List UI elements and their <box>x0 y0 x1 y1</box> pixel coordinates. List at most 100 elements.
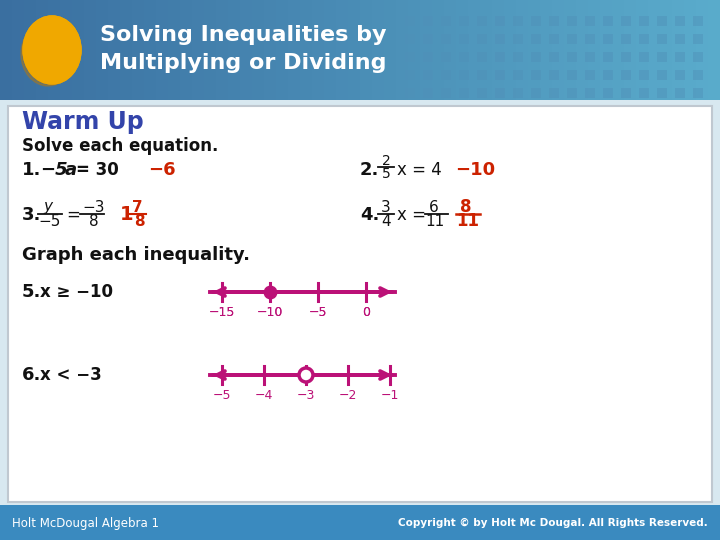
Text: x =: x = <box>397 206 426 224</box>
Bar <box>423 16 433 26</box>
Bar <box>477 70 487 80</box>
Bar <box>192 0 205 100</box>
Bar <box>348 0 361 100</box>
Bar <box>588 0 601 100</box>
Text: −5: −5 <box>309 306 328 319</box>
Bar <box>600 0 613 100</box>
Text: 5.: 5. <box>22 283 41 301</box>
Bar <box>405 52 415 62</box>
Text: −6: −6 <box>148 161 176 179</box>
Text: x < −3: x < −3 <box>40 366 102 384</box>
Bar <box>693 52 703 62</box>
Text: −5: −5 <box>40 161 68 179</box>
Bar <box>585 52 595 62</box>
Text: 1.: 1. <box>22 161 41 179</box>
Bar <box>513 88 523 98</box>
Bar <box>549 88 559 98</box>
Bar <box>492 0 505 100</box>
Bar <box>72 0 85 100</box>
Text: 3.: 3. <box>22 206 41 224</box>
Bar <box>639 16 649 26</box>
Bar <box>204 0 217 100</box>
Bar <box>708 0 720 100</box>
Bar <box>423 52 433 62</box>
Bar <box>432 0 445 100</box>
Text: Holt McDougal Algebra 1: Holt McDougal Algebra 1 <box>12 516 159 530</box>
Bar <box>180 0 193 100</box>
Bar <box>621 34 631 44</box>
Bar <box>612 0 625 100</box>
Bar <box>477 34 487 44</box>
Bar <box>603 52 613 62</box>
Ellipse shape <box>23 16 81 84</box>
Text: 8: 8 <box>89 213 99 228</box>
Bar <box>96 0 109 100</box>
Bar <box>108 0 121 100</box>
Text: −5: −5 <box>38 213 60 228</box>
Bar <box>420 0 433 100</box>
Text: a: a <box>65 161 77 179</box>
Bar <box>657 88 667 98</box>
Bar <box>585 70 595 80</box>
Bar <box>441 88 451 98</box>
Bar <box>495 70 505 80</box>
Bar <box>132 0 145 100</box>
Text: 8: 8 <box>134 213 145 228</box>
Bar <box>516 0 529 100</box>
Bar <box>441 16 451 26</box>
Bar <box>441 70 451 80</box>
Bar <box>477 88 487 98</box>
Bar <box>441 52 451 62</box>
Bar <box>405 34 415 44</box>
Bar <box>672 0 685 100</box>
Bar <box>657 70 667 80</box>
Text: −3: −3 <box>82 199 104 214</box>
Bar <box>423 70 433 80</box>
Bar <box>459 34 469 44</box>
Text: −10: −10 <box>455 161 495 179</box>
Text: −10: −10 <box>257 306 283 319</box>
Bar <box>693 34 703 44</box>
Bar <box>564 0 577 100</box>
Text: 3: 3 <box>381 199 391 214</box>
Text: 0: 0 <box>362 306 370 319</box>
Text: −4: −4 <box>255 389 273 402</box>
Text: x = 4: x = 4 <box>397 161 442 179</box>
Bar <box>639 88 649 98</box>
Text: =: = <box>66 206 80 224</box>
Bar <box>531 52 541 62</box>
Bar <box>168 0 181 100</box>
Text: 2.: 2. <box>360 161 379 179</box>
Bar <box>468 0 481 100</box>
Bar <box>675 16 685 26</box>
Text: 7: 7 <box>132 199 143 214</box>
Bar <box>240 0 253 100</box>
Bar <box>621 88 631 98</box>
Bar <box>300 0 313 100</box>
Bar <box>585 34 595 44</box>
Bar <box>423 88 433 98</box>
Bar <box>48 0 61 100</box>
Bar <box>549 34 559 44</box>
Bar <box>405 16 415 26</box>
Bar <box>477 16 487 26</box>
Bar <box>312 0 325 100</box>
Bar <box>528 0 541 100</box>
Bar <box>549 16 559 26</box>
Ellipse shape <box>23 16 81 84</box>
Bar <box>405 88 415 98</box>
Bar <box>684 0 697 100</box>
Text: −15: −15 <box>209 306 235 319</box>
Text: −2: −2 <box>339 389 357 402</box>
Text: −5: −5 <box>212 389 231 402</box>
Bar <box>459 70 469 80</box>
Bar <box>657 34 667 44</box>
Text: −1: −1 <box>381 389 399 402</box>
Text: 8: 8 <box>460 198 472 216</box>
Bar <box>513 70 523 80</box>
Bar <box>696 0 709 100</box>
Bar <box>675 52 685 62</box>
Bar <box>567 70 577 80</box>
Bar <box>513 52 523 62</box>
Bar <box>444 0 457 100</box>
